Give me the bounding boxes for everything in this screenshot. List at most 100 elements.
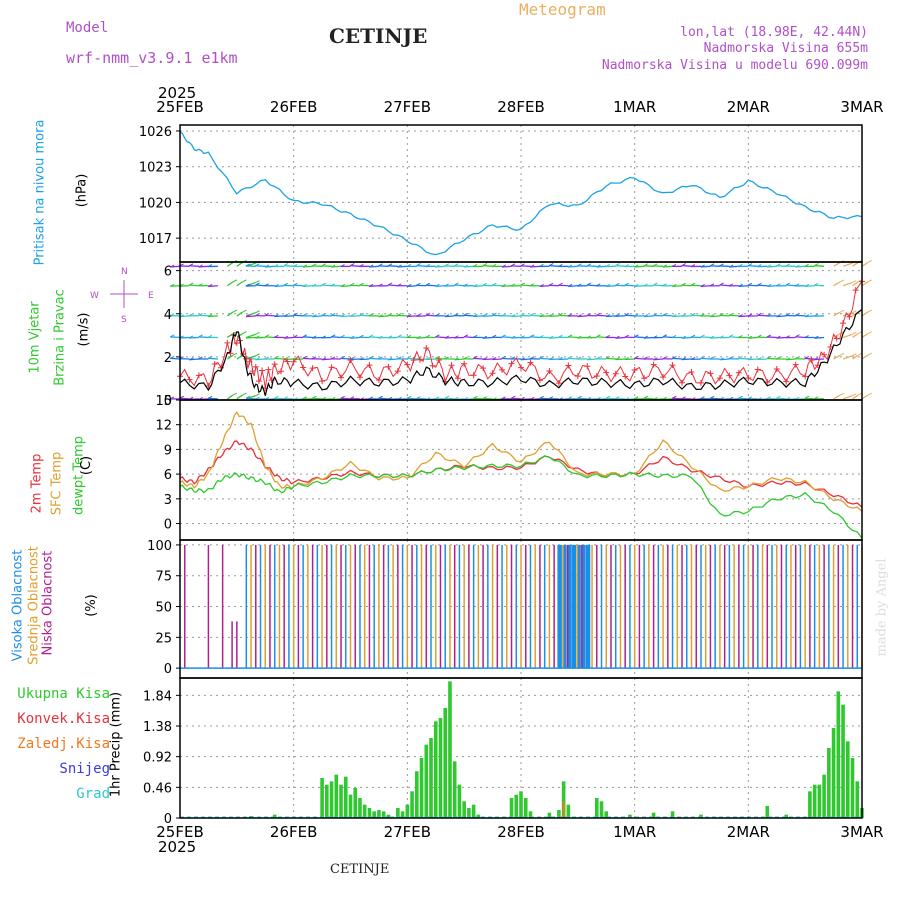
time-label-top: 2MAR <box>727 98 770 116</box>
wind-arrow-head <box>539 264 544 267</box>
wind-arrow <box>710 397 720 400</box>
wind-arrow-head <box>577 356 582 360</box>
wind-arrow-head <box>331 264 336 268</box>
wind-arrow-head <box>520 263 525 267</box>
wind-arrow-head <box>539 355 544 359</box>
wind-arrow <box>615 336 626 339</box>
ytick-label-pressure: 1017 <box>139 232 172 247</box>
wind-arrow-head <box>406 264 412 267</box>
wind-arrow-head <box>406 283 412 287</box>
wind-arrow <box>548 358 559 361</box>
wind-arrow-head <box>359 312 364 316</box>
gust-marker <box>271 361 278 368</box>
wind-arrow-head <box>501 283 506 287</box>
footer-station: CETINJE <box>330 862 390 877</box>
wind-arrow-head <box>548 357 554 360</box>
gust-marker <box>489 370 496 377</box>
wind-arrow <box>842 281 853 287</box>
wind-arrow-head <box>444 263 450 267</box>
gust-marker <box>385 363 392 370</box>
wind-arrow <box>473 315 484 318</box>
wind-arrow-head <box>198 397 203 400</box>
wind-arrow-head <box>529 356 535 360</box>
wind-arrow <box>681 358 692 361</box>
wind-arrow <box>852 261 859 267</box>
wind-arrow-head <box>719 313 724 316</box>
wind-arrow-head <box>615 263 620 267</box>
wind-arrow-head <box>867 260 873 263</box>
wind-arrow <box>681 336 692 339</box>
precip-bar <box>765 806 770 818</box>
wind-arrow <box>350 336 361 339</box>
gust-marker <box>356 374 363 381</box>
wind-arrow-head <box>690 264 696 268</box>
wind-arrow-head <box>520 282 526 286</box>
wind-arrow-head <box>624 356 629 360</box>
wind-arrow <box>861 261 869 267</box>
gust-marker <box>852 287 859 294</box>
gust-marker <box>448 362 455 369</box>
wind-arrow-head <box>672 314 677 317</box>
ytick-label-pressure: 1020 <box>139 196 172 211</box>
wind-arrow-head <box>814 263 819 267</box>
wind-arrow-head <box>188 335 194 339</box>
pressure-line <box>179 131 863 256</box>
wind-arrow-head <box>586 396 592 400</box>
wind-arrow-head <box>302 264 308 268</box>
precip-bar <box>377 810 381 818</box>
wind-arrow-head <box>188 263 194 267</box>
wind-arrow-head <box>293 282 298 286</box>
wind-arrow-head <box>567 396 573 400</box>
speed-line <box>179 308 863 396</box>
wind-arrow <box>662 336 673 339</box>
wind-arrow <box>861 281 869 287</box>
wind-arrow-head <box>255 331 260 335</box>
precip-bar <box>429 738 433 818</box>
wind-arrow <box>179 397 190 400</box>
ytick-label-temp: 12 <box>155 419 172 434</box>
gust-marker <box>565 362 572 369</box>
gust-marker <box>792 361 799 368</box>
precip-bar <box>348 794 353 818</box>
wind-arrow-head <box>728 312 734 316</box>
ytick-label-pressure: 1026 <box>139 125 172 140</box>
wind-arrow-head <box>852 331 857 335</box>
precip-bar <box>594 798 599 818</box>
wind-arrow <box>643 265 654 267</box>
wind-arrow-head <box>652 263 658 267</box>
gust-marker <box>584 363 591 370</box>
wind-arrow-head <box>444 314 450 318</box>
gust-marker <box>249 368 256 375</box>
wind-arrow-head <box>340 395 345 399</box>
wind-arrow-head <box>274 283 279 287</box>
wind-arrow-head <box>416 396 421 400</box>
wind-arrow-head <box>321 396 326 400</box>
wind-arrow-head <box>387 282 393 286</box>
wind-arrow-head <box>596 356 601 360</box>
wind-arrow-head <box>232 392 238 396</box>
time-label-bottom: 25FEB <box>156 823 203 841</box>
ytick-label-wind: 4 <box>164 308 172 323</box>
gust-marker <box>631 367 638 374</box>
gust-marker <box>669 362 676 369</box>
wind-arrow-head <box>738 335 743 338</box>
wind-arrow <box>814 336 825 339</box>
ytick-label-cloud: 50 <box>155 601 172 616</box>
wind-arrow-head <box>757 356 762 360</box>
year-bottom: 2025 <box>158 838 197 856</box>
wind-arrow-head <box>596 396 601 400</box>
wind-arrow-head <box>596 312 601 316</box>
wind-arrow <box>189 284 199 287</box>
wind-arrow-head <box>311 356 317 360</box>
wind-arrow-head <box>435 355 440 359</box>
wind-arrow <box>293 284 304 287</box>
wind-arrow-head <box>397 334 402 338</box>
wind-arrow-head <box>839 309 845 313</box>
precip-bar <box>850 758 855 818</box>
ytick-label-precip: 0 <box>164 812 172 827</box>
wind-arrow <box>444 315 455 318</box>
wind-arrow <box>208 397 218 400</box>
wind-arrow <box>634 357 645 360</box>
wind-arrow-head <box>359 263 364 267</box>
wind-arrow-head <box>852 393 857 397</box>
